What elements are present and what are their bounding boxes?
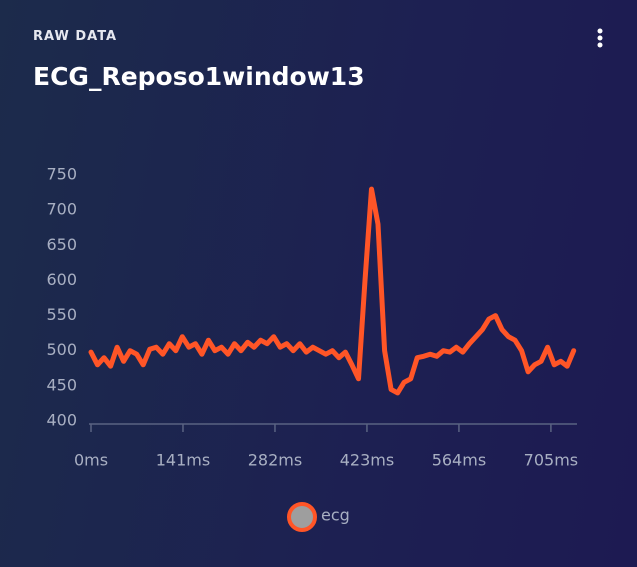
x-tick-label: 564ms <box>432 451 486 470</box>
y-tick-label: 550 <box>46 305 77 324</box>
legend-label: ecg <box>321 506 350 525</box>
x-tick-label: 141ms <box>156 451 210 470</box>
legend-item[interactable]: ecg <box>287 502 350 532</box>
y-tick-label: 450 <box>46 375 77 394</box>
y-tick-label: 700 <box>46 200 77 219</box>
y-tick-label: 650 <box>46 235 77 254</box>
y-tick-label: 500 <box>46 340 77 359</box>
y-tick-label: 600 <box>46 270 77 289</box>
x-tick-label: 282ms <box>248 451 302 470</box>
legend-marker <box>287 502 317 532</box>
menu-button[interactable] <box>592 26 608 50</box>
x-tick-label: 705ms <box>524 451 578 470</box>
x-tick-label: 423ms <box>340 451 394 470</box>
y-tick-label: 400 <box>46 411 77 430</box>
y-tick-label: 750 <box>46 165 77 184</box>
card-title: ECG_Reposo1window13 <box>33 62 365 91</box>
ecg-line <box>88 186 577 396</box>
card-subtitle: RAW DATA <box>33 29 118 44</box>
x-tick-label: 0ms <box>74 451 108 470</box>
